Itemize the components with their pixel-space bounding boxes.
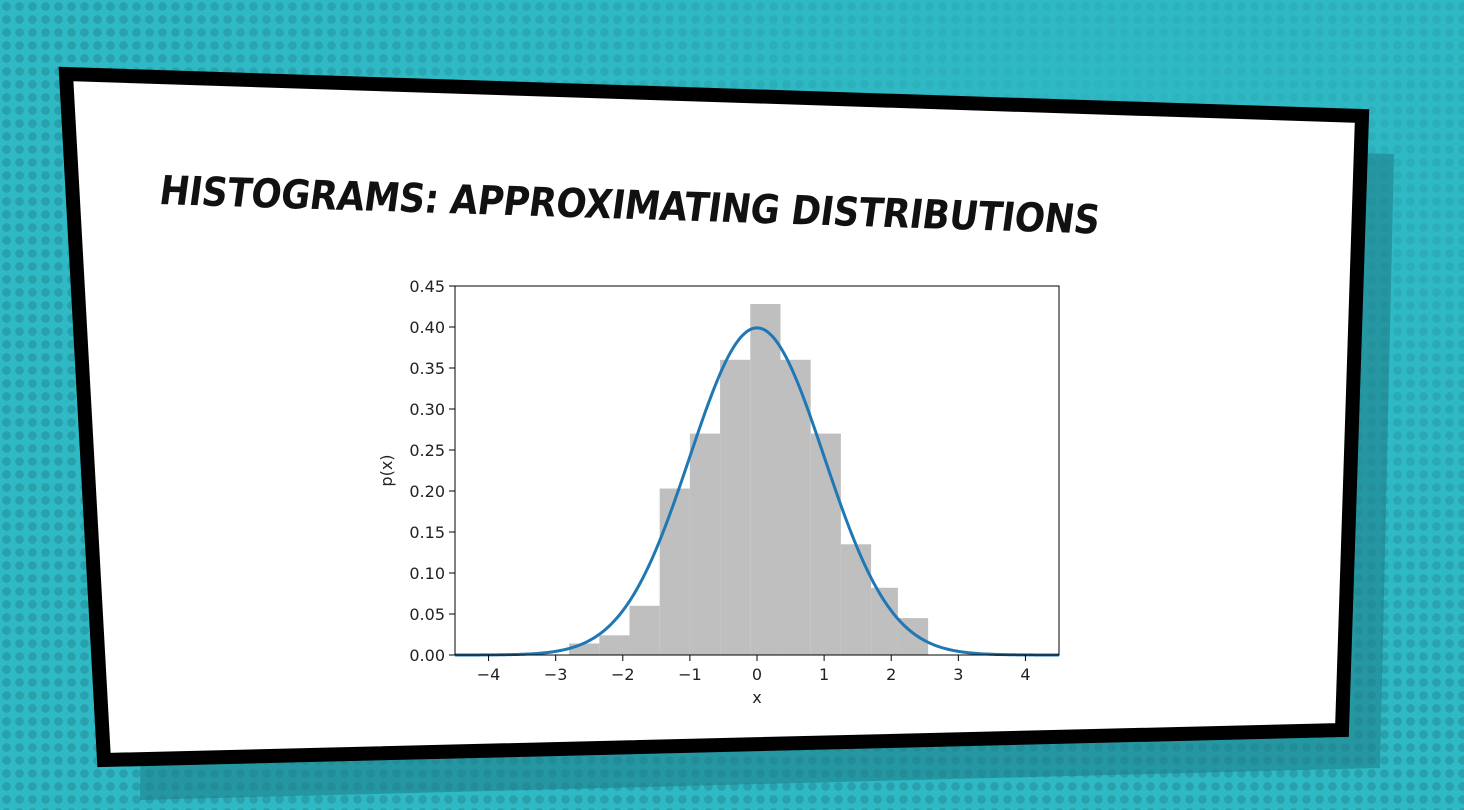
y-tick-label: 0.15 [409, 523, 445, 542]
histogram-chart: −4 −3 −2 −1 0 1 2 3 4 0.000.050.100.150.200.250.… [377, 277, 1060, 707]
histogram-bar [810, 433, 841, 655]
y-tick-label: 0.45 [409, 277, 445, 296]
y-tick-label: 0.10 [409, 564, 445, 583]
x-tick-label: −3 [544, 665, 568, 684]
x-tick-label: −4 [477, 665, 501, 684]
histogram-bar [720, 359, 751, 655]
histogram-bar [840, 544, 872, 655]
x-tick-label: −1 [678, 665, 702, 684]
y-tick-label: 0.20 [409, 482, 445, 501]
histogram-bars [569, 304, 929, 655]
x-tick-label: 2 [886, 665, 896, 684]
x-axis-label: x [752, 688, 761, 707]
histogram-bar [569, 643, 600, 655]
x-tick-label: 0 [752, 665, 762, 684]
y-tick-label: 0.05 [409, 605, 445, 624]
histogram-bar [750, 304, 781, 655]
y-tick-label: 0.40 [409, 318, 445, 337]
slide-panel [58, 66, 1370, 768]
y-tick-label: 0.35 [409, 359, 445, 378]
x-axis-ticks: −4 −3 −2 −1 0 1 2 3 4 [477, 655, 1031, 684]
y-tick-label: 0.30 [409, 400, 445, 419]
y-tick-label: 0.25 [409, 441, 445, 460]
x-tick-label: 3 [953, 665, 963, 684]
x-tick-label: 1 [819, 665, 829, 684]
x-tick-label: 4 [1020, 665, 1030, 684]
normal-pdf-curve [455, 326, 1059, 657]
y-axis-label: p(x) [377, 454, 396, 486]
histogram-bar [659, 488, 690, 655]
histogram-bar [629, 605, 660, 655]
x-tick-label: −2 [611, 665, 635, 684]
histogram-bar [689, 433, 721, 655]
histogram-bar [780, 359, 811, 655]
histogram-bar [599, 635, 630, 655]
histogram-bar [871, 587, 898, 655]
y-tick-label: 0.00 [409, 646, 445, 665]
y-axis-ticks: 0.00 0.05 0.10 0.15 0.20 0.25 0.30 0.35 0.40 0.45 [409, 277, 455, 665]
